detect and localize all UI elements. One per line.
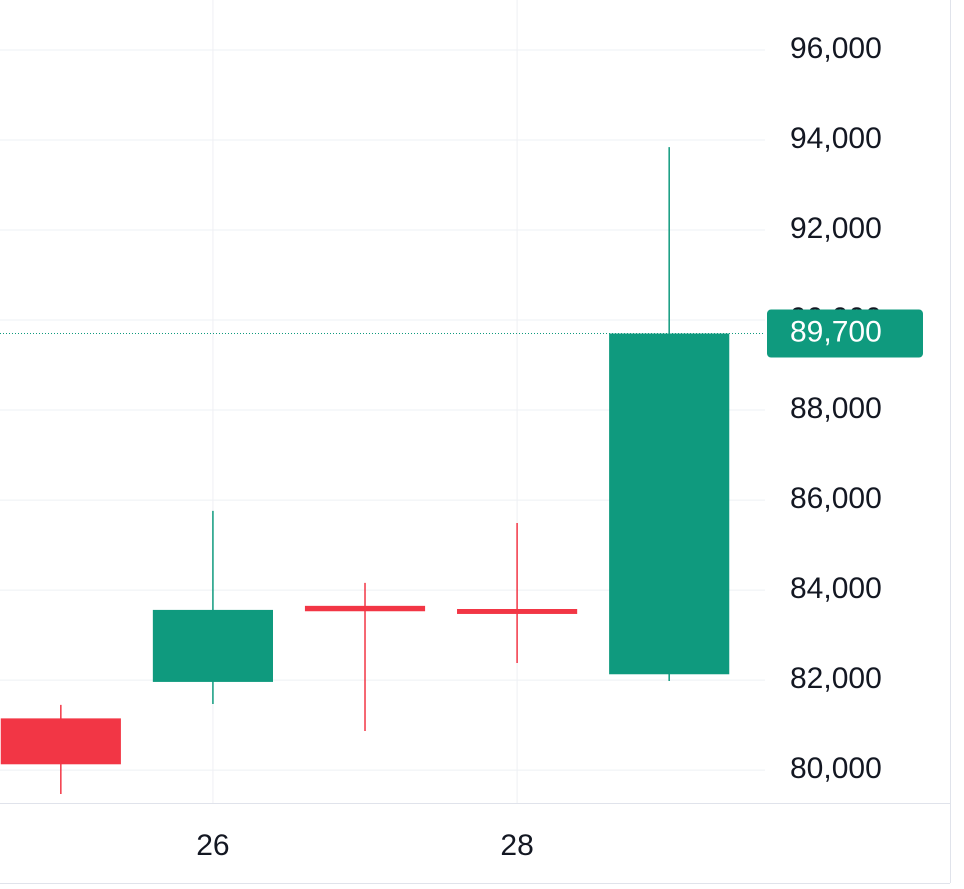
last-price-label: 89,700 (790, 315, 882, 348)
candle-body (457, 609, 578, 614)
last-price-box (767, 309, 923, 358)
y-tick-label: 82,000 (790, 662, 882, 695)
y-tick-label: 92,000 (790, 212, 882, 245)
x-tick-label: 26 (196, 829, 229, 862)
x-tick-label: 28 (500, 829, 533, 862)
y-tick-label: 94,000 (790, 122, 882, 155)
candle-body (152, 609, 273, 682)
candle-body (304, 605, 426, 612)
plot-area (0, 147, 765, 794)
candle-body (609, 333, 730, 675)
y-tick-label: 84,000 (790, 572, 882, 605)
y-tick-label: 96,000 (790, 32, 882, 65)
candle-body (0, 718, 121, 765)
y-tick-label: 86,000 (790, 482, 882, 515)
y-tick-label: 80,000 (790, 752, 882, 785)
y-tick-label: 88,000 (790, 392, 882, 425)
axis-labels: 80,00082,00084,00086,00088,00090,00092,0… (196, 32, 923, 862)
